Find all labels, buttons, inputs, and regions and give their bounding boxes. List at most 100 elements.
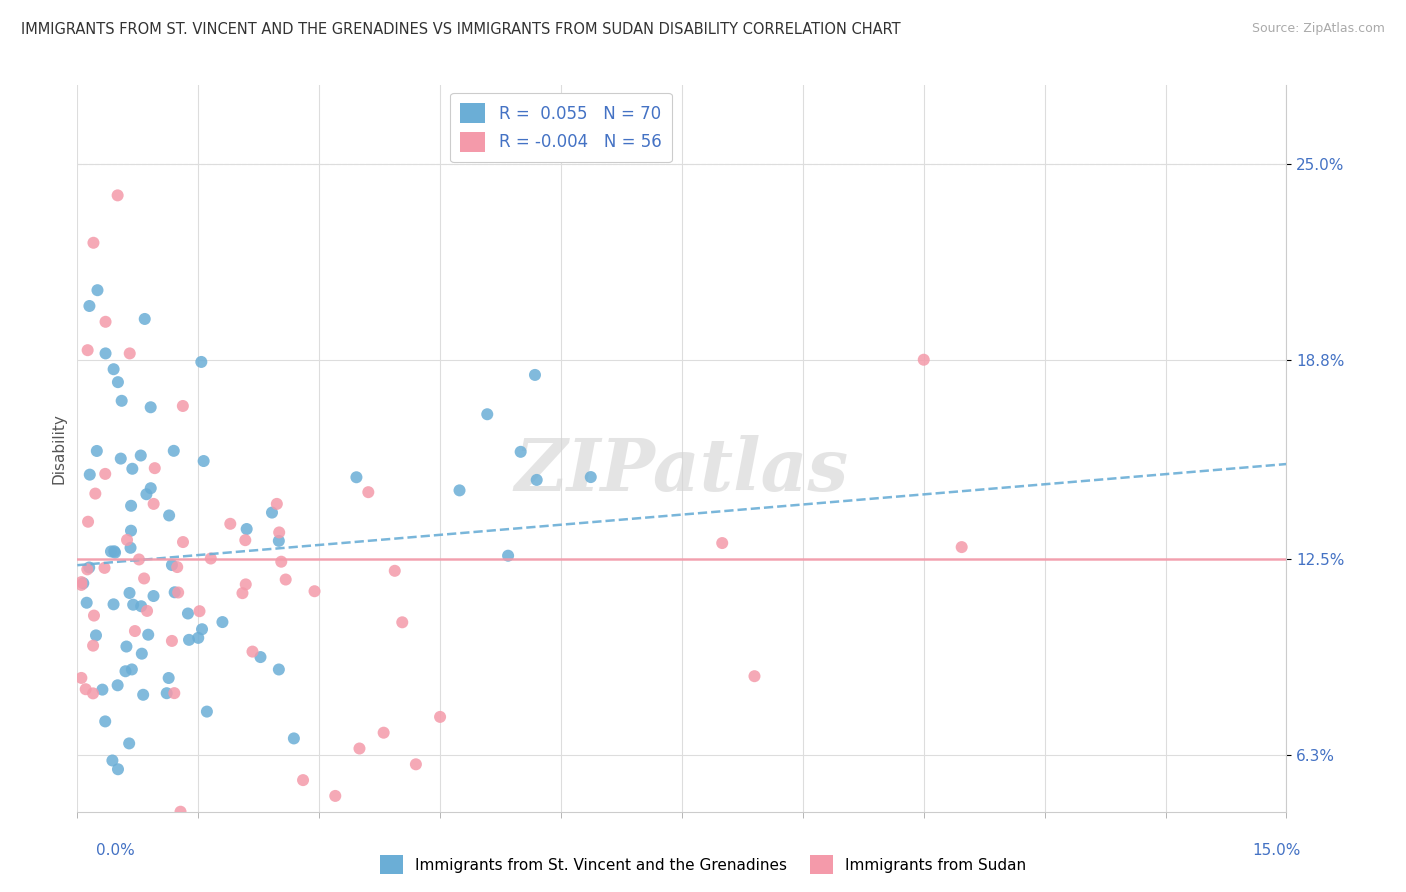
Point — [83, 608, 105, 623]
Point — [136, 628, 159, 642]
Point — [91, 682, 114, 697]
Point — [75, 682, 97, 697]
Point — [195, 705, 218, 719]
Point — [104, 546, 127, 560]
Point — [169, 805, 191, 819]
Point — [160, 634, 183, 648]
Point — [156, 686, 179, 700]
Point — [711, 536, 734, 550]
Point — [211, 615, 233, 629]
Point — [579, 470, 602, 484]
Point — [82, 235, 104, 250]
Point — [191, 622, 214, 636]
Y-axis label: Disability: Disability — [51, 413, 66, 483]
Point — [323, 789, 346, 803]
Point — [496, 549, 519, 563]
Point — [384, 564, 406, 578]
Point — [120, 541, 142, 555]
Point — [70, 671, 93, 685]
Point — [84, 486, 107, 500]
Point — [405, 757, 427, 772]
Point — [84, 628, 107, 642]
Point — [70, 575, 93, 590]
Point — [449, 483, 471, 498]
Point — [346, 470, 368, 484]
Point — [101, 754, 124, 768]
Point — [100, 544, 122, 558]
Point — [167, 585, 190, 599]
Point — [163, 585, 186, 599]
Point — [118, 586, 141, 600]
Point — [266, 497, 288, 511]
Point — [94, 315, 117, 329]
Point — [349, 741, 371, 756]
Point — [77, 515, 100, 529]
Point — [94, 346, 117, 360]
Point — [233, 533, 256, 548]
Point — [292, 773, 315, 788]
Point — [93, 561, 115, 575]
Point — [70, 578, 93, 592]
Point — [121, 662, 143, 676]
Point — [274, 573, 297, 587]
Point — [193, 454, 215, 468]
Point — [114, 665, 136, 679]
Point — [121, 462, 143, 476]
Point — [107, 678, 129, 692]
Point — [912, 352, 935, 367]
Point — [200, 551, 222, 566]
Point — [94, 467, 117, 481]
Point — [269, 525, 291, 540]
Point — [115, 640, 138, 654]
Text: ZIPatlas: ZIPatlas — [515, 434, 849, 506]
Text: 15.0%: 15.0% — [1253, 843, 1301, 858]
Point — [283, 731, 305, 746]
Legend: R =  0.055   N = 70, R = -0.004   N = 56: R = 0.055 N = 70, R = -0.004 N = 56 — [450, 93, 672, 162]
Point — [172, 399, 194, 413]
Point — [86, 444, 108, 458]
Text: IMMIGRANTS FROM ST. VINCENT AND THE GRENADINES VS IMMIGRANTS FROM SUDAN DISABILI: IMMIGRANTS FROM ST. VINCENT AND THE GREN… — [21, 22, 901, 37]
Point — [477, 407, 499, 421]
Point — [129, 449, 152, 463]
Point — [120, 499, 142, 513]
Point — [231, 586, 253, 600]
Text: Source: ZipAtlas.com: Source: ZipAtlas.com — [1251, 22, 1385, 36]
Point — [526, 473, 548, 487]
Point — [157, 508, 180, 523]
Point — [188, 604, 211, 618]
Point — [79, 467, 101, 482]
Point — [103, 544, 125, 558]
Point — [76, 596, 98, 610]
Point — [163, 686, 186, 700]
Point — [111, 393, 134, 408]
Point — [134, 312, 156, 326]
Point — [744, 669, 766, 683]
Point — [235, 577, 257, 591]
Point — [72, 576, 94, 591]
Point — [160, 558, 183, 572]
Point — [163, 443, 186, 458]
Point — [139, 481, 162, 495]
Point — [304, 584, 326, 599]
Point — [128, 552, 150, 566]
Point — [122, 598, 145, 612]
Text: 0.0%: 0.0% — [96, 843, 135, 858]
Point — [391, 615, 413, 630]
Point — [118, 346, 141, 360]
Point — [79, 299, 101, 313]
Point — [260, 506, 283, 520]
Point — [107, 188, 129, 202]
Point — [523, 368, 546, 382]
Point — [103, 597, 125, 611]
Point — [190, 355, 212, 369]
Point — [107, 375, 129, 389]
Point — [429, 710, 451, 724]
Point — [267, 533, 290, 548]
Point — [249, 650, 271, 665]
Point — [107, 762, 129, 776]
Point — [129, 599, 152, 614]
Point — [135, 487, 157, 501]
Point — [242, 644, 264, 658]
Point — [120, 524, 142, 538]
Point — [76, 562, 98, 576]
